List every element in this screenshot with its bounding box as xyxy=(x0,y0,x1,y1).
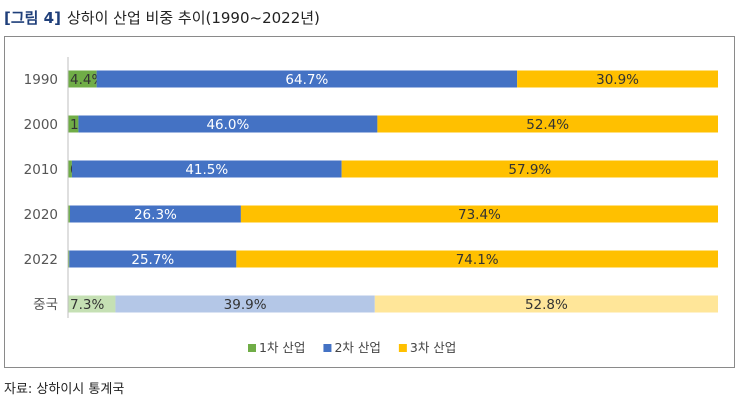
legend-swatch xyxy=(248,344,256,352)
bar-segment xyxy=(69,250,237,268)
bar-segment xyxy=(69,205,241,223)
bar-segment xyxy=(96,70,518,88)
bars-layer: 4.4%64.7%30.9%1.6%46.0%52.4%0.6%41.5%57.… xyxy=(68,70,718,313)
data-label: 7.3% xyxy=(70,297,104,313)
bar-segment xyxy=(377,115,718,133)
figure-title-row: [그림 4] 상하이 산업 비중 추이(1990~2022년) xyxy=(4,4,320,30)
bar-segment xyxy=(68,205,70,223)
data-label: 39.9% xyxy=(224,297,267,313)
data-label: 52.4% xyxy=(526,117,569,133)
legend-swatch xyxy=(398,344,407,352)
y-tick-label: 2000 xyxy=(24,117,58,133)
data-label: 64.7% xyxy=(285,72,328,88)
legend-label: 3차 산업 xyxy=(410,340,456,355)
y-tick-label: 1990 xyxy=(24,72,58,88)
bar-segment xyxy=(68,250,70,268)
bar-segment xyxy=(517,70,718,88)
stacked-bar-chart: 4.4%64.7%30.9%1.6%46.0%52.4%0.6%41.5%57.… xyxy=(24,57,718,355)
bar-segment xyxy=(71,160,342,178)
bar-segment xyxy=(68,70,97,88)
data-label: 74.1% xyxy=(456,252,499,268)
bar-segment xyxy=(68,160,72,178)
figure-label: [그림 4] xyxy=(4,8,61,27)
data-label: 46.0% xyxy=(206,117,249,133)
y-tick-label: 2010 xyxy=(24,162,58,178)
legend-label: 2차 산업 xyxy=(334,340,380,355)
data-label: 30.9% xyxy=(596,72,639,88)
bar-segment xyxy=(78,115,378,133)
bar-segment xyxy=(236,250,718,268)
y-axis: 1990 2000 2010 2020 2022 중국 xyxy=(24,57,69,318)
bar-segment xyxy=(115,295,375,313)
y-tick-label: 2022 xyxy=(24,252,58,268)
bar-segment xyxy=(68,115,79,133)
data-label: 4.4% xyxy=(70,72,104,88)
bar-segment xyxy=(68,295,116,313)
source-note: 자료: 상하이시 통계국 xyxy=(4,382,125,397)
bar-segment xyxy=(341,160,718,178)
bar-segment xyxy=(240,205,718,223)
data-label: 41.5% xyxy=(185,162,228,178)
legend-label: 1차 산업 xyxy=(259,340,305,355)
legend: 1차 산업 2차 산업 3차 산업 xyxy=(248,340,456,355)
data-label: 26.3% xyxy=(134,207,177,223)
bar-segment xyxy=(374,295,718,313)
y-tick-label: 2020 xyxy=(24,207,58,223)
figure-title: 상하이 산업 비중 추이(1990~2022년) xyxy=(66,8,320,27)
data-label: 25.7% xyxy=(131,252,174,268)
legend-swatch xyxy=(323,344,332,352)
data-label: 57.9% xyxy=(508,162,551,178)
data-label: 73.4% xyxy=(458,207,501,223)
data-label: 52.8% xyxy=(525,297,568,313)
chart-frame: 4.4%64.7%30.9%1.6%46.0%52.4%0.6%41.5%57.… xyxy=(4,36,735,368)
y-tick-label: 중국 xyxy=(33,297,58,313)
